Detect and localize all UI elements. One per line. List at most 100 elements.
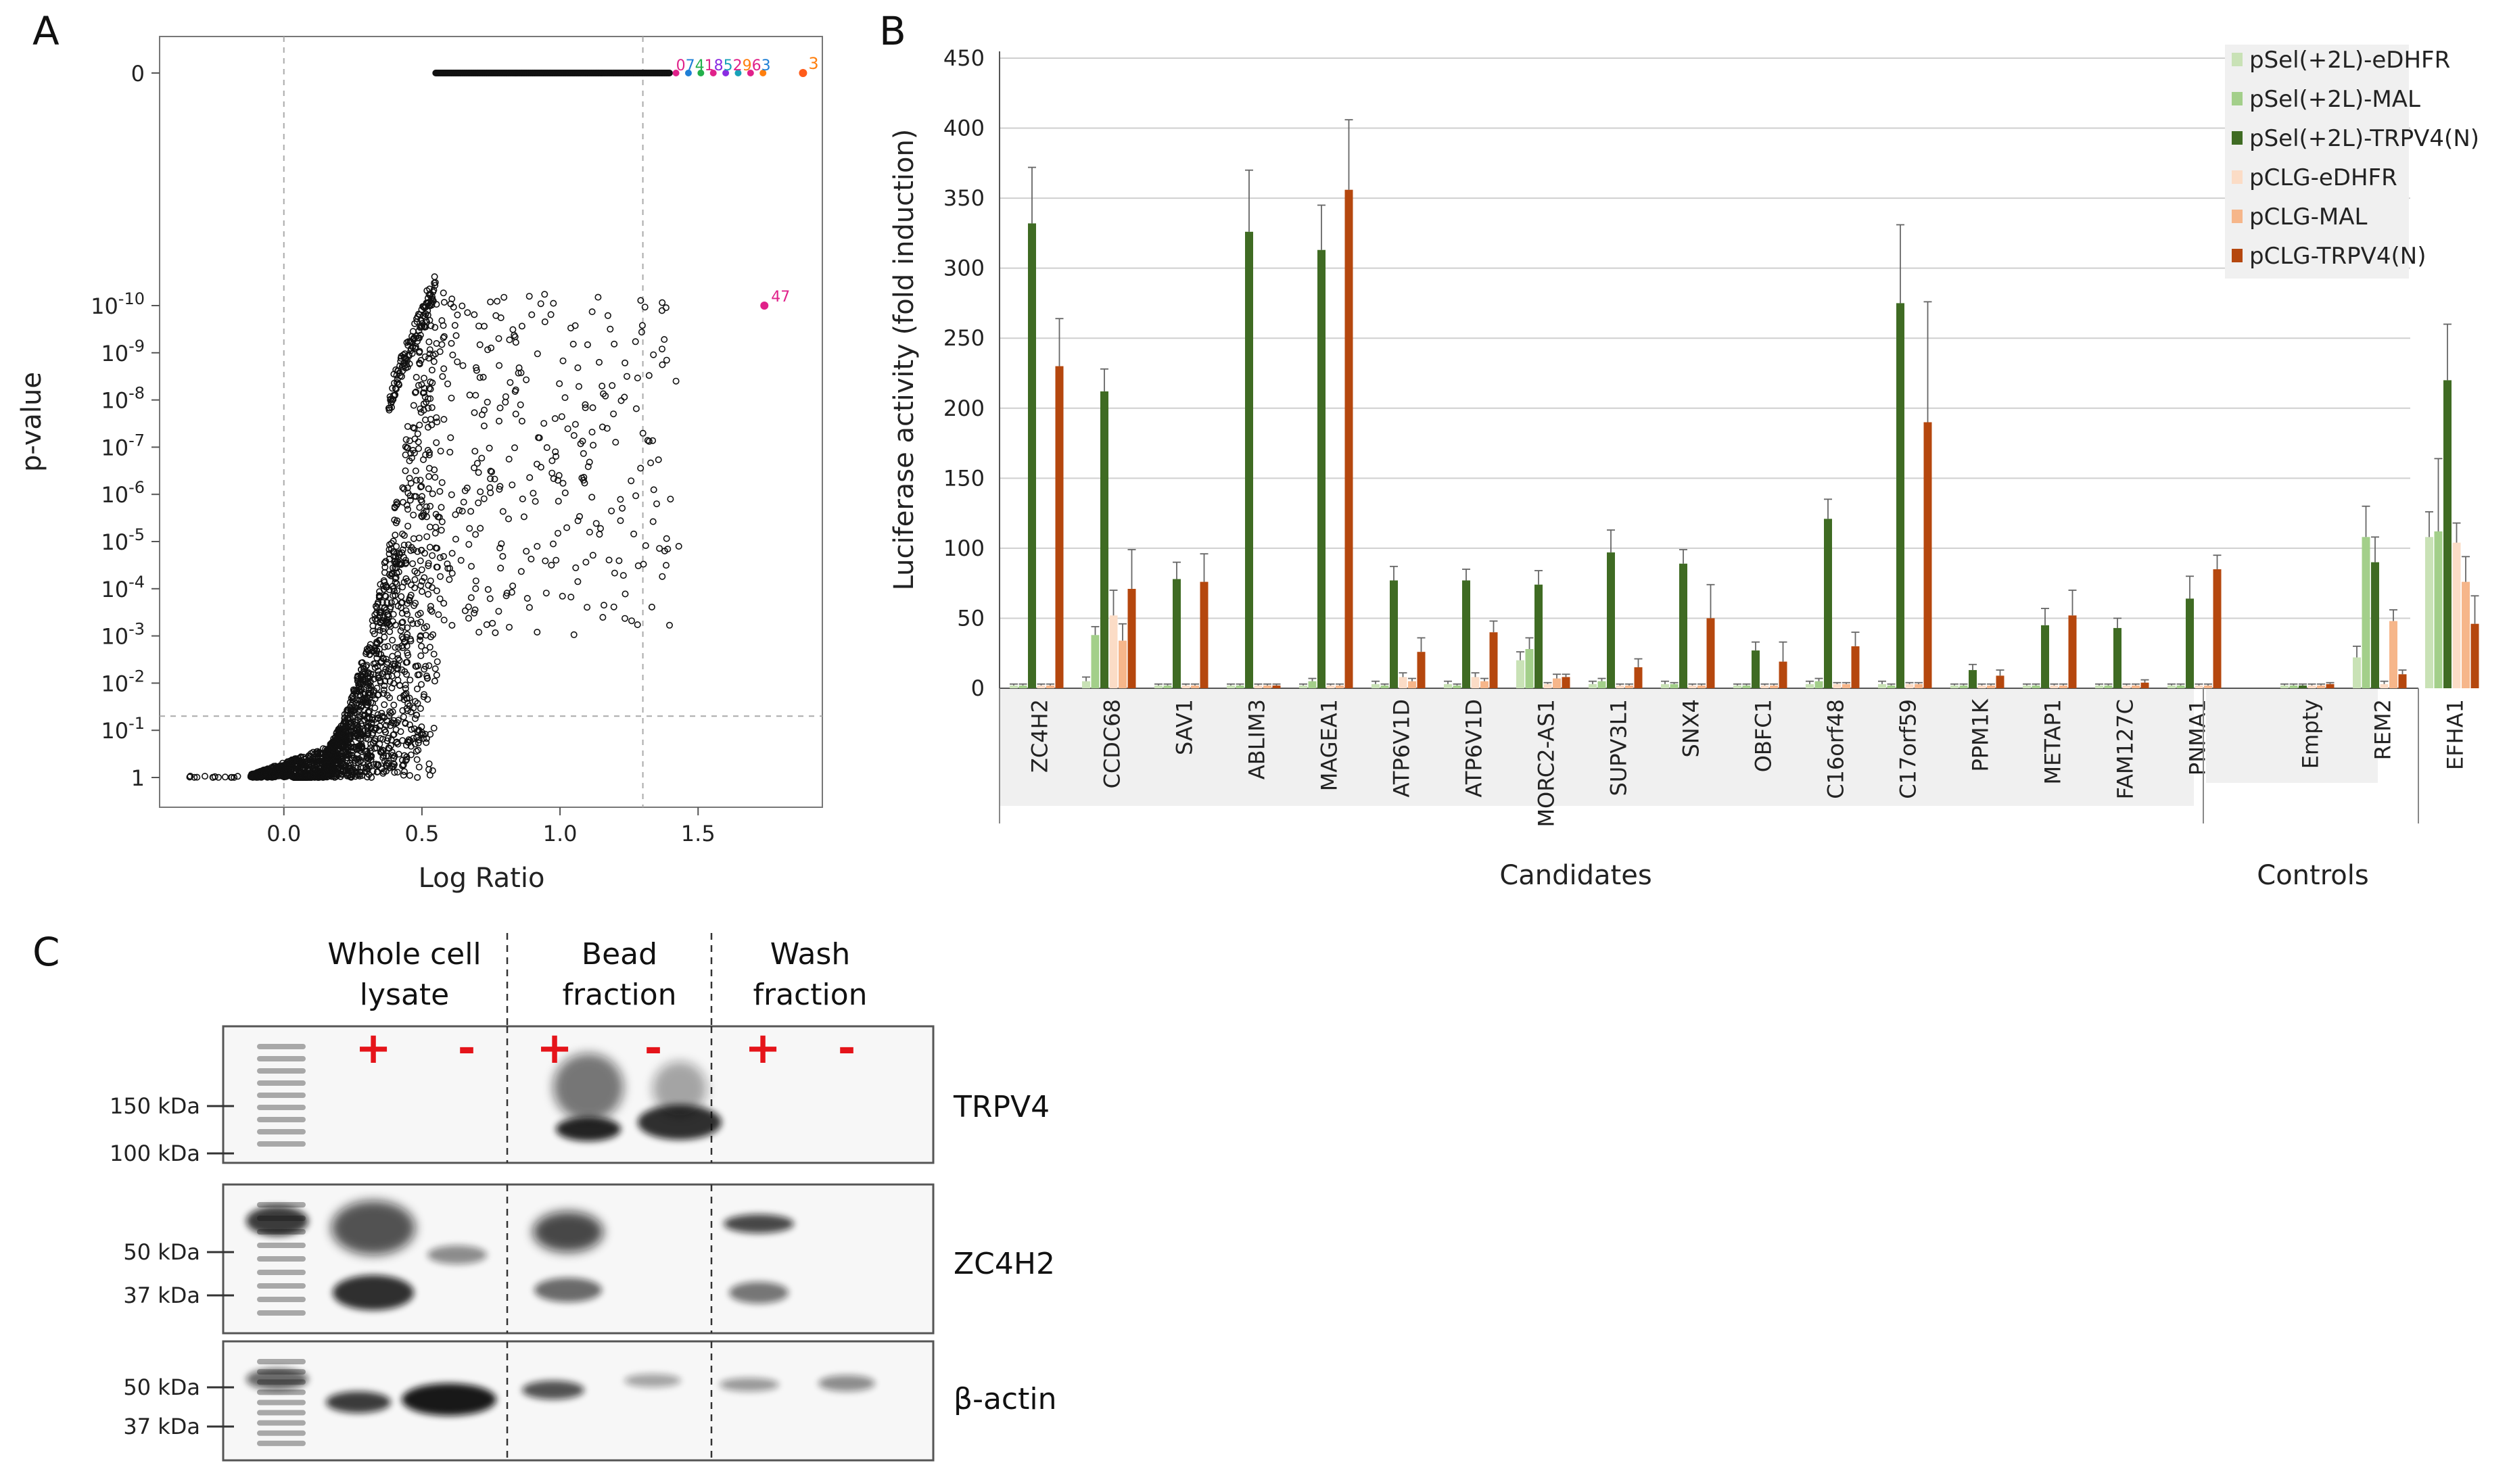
- scatter-point: [431, 273, 438, 281]
- scatter-point: [610, 410, 617, 418]
- y-tick-label: 400: [943, 116, 985, 141]
- scatter-point: [403, 671, 411, 678]
- scatter-point: [421, 730, 429, 738]
- scatter-point: [356, 682, 363, 690]
- scatter-point: [451, 322, 459, 329]
- scatter-point: [410, 511, 417, 519]
- scatter-point: [662, 562, 670, 569]
- scatter-point: [423, 533, 431, 540]
- scatter-point: [399, 707, 406, 715]
- scatter-point: [368, 752, 375, 760]
- scatter-point: [649, 518, 657, 525]
- scatter-point: [409, 560, 417, 567]
- scatter-point: [661, 336, 668, 343]
- ladder-band: [257, 1270, 306, 1275]
- scatter-point: [327, 743, 334, 750]
- scatter-point: [394, 740, 402, 748]
- scatter-point: [382, 666, 390, 673]
- scatter-point: [446, 576, 453, 583]
- scatter-point: [472, 531, 479, 538]
- scatter-point: [615, 557, 623, 565]
- molecular-weight-marker: 150 kDa: [110, 1093, 200, 1119]
- y-tick-label: 0: [131, 61, 145, 87]
- protein-band: [326, 1391, 391, 1413]
- scatter-point: [400, 768, 408, 775]
- bar: [2398, 674, 2407, 688]
- legend-label: pSel(+2L)-MAL: [2249, 86, 2420, 113]
- bar: [2462, 581, 2470, 688]
- y-axis-title: p-value: [16, 372, 47, 472]
- bar: [1878, 684, 1886, 688]
- protein-band: [534, 1278, 602, 1302]
- scatter-point: [492, 312, 500, 319]
- western-blot-images: 150 kDa 100 kDa TRPV4 50 kDa 37 kDa ZC4H2 50 k…: [110, 933, 1056, 1462]
- legend-background: [2225, 45, 2409, 279]
- scatter-point: [403, 756, 411, 763]
- y-tick-label: 10-4: [101, 573, 145, 602]
- scatter-point: [424, 423, 431, 431]
- scatter-point: [461, 607, 469, 615]
- bar: [1896, 303, 1904, 688]
- bar: [2186, 598, 2194, 688]
- scatter-point: [650, 351, 657, 358]
- scatter-point: [402, 685, 409, 692]
- ladder-band: [257, 1359, 306, 1364]
- scatter-point: [433, 414, 440, 421]
- scatter-point: [559, 479, 567, 487]
- bar: [1127, 589, 1136, 688]
- scatter-point: [559, 592, 566, 600]
- scatter-point: [381, 559, 388, 567]
- scatter-point: [433, 439, 440, 446]
- scatter-point: [277, 764, 284, 771]
- scatter-point: [414, 700, 421, 707]
- category-label: REM2: [2370, 699, 2396, 760]
- scatter-point: [459, 302, 466, 310]
- scatter-point: [417, 496, 425, 504]
- scatter-point: [337, 742, 345, 749]
- scatter-point: [584, 604, 591, 611]
- scatter-point: [413, 711, 421, 719]
- x-tick-label: 0.0: [266, 821, 301, 846]
- scatter-point: [548, 469, 556, 477]
- scatter-point: [356, 732, 363, 740]
- scatter-point: [425, 473, 433, 480]
- scatter-point: [599, 423, 606, 431]
- scatter-point: [284, 766, 291, 773]
- scatter-point: [621, 393, 628, 401]
- scatter-point: [486, 444, 493, 452]
- scatter-point: [391, 517, 398, 524]
- scatter-point: [427, 602, 434, 610]
- protein-band: [333, 1275, 414, 1310]
- highlighted-point: [697, 70, 705, 76]
- scatter-point: [502, 398, 509, 406]
- scatter-point: [430, 358, 438, 365]
- scatter-point: [337, 766, 345, 773]
- scatter-point: [402, 467, 409, 475]
- scatter-point: [491, 475, 498, 483]
- scatter-point: [376, 723, 383, 730]
- scatter-point: [402, 719, 409, 727]
- category-label: ATP6V1D: [1389, 699, 1415, 798]
- scatter-point: [449, 351, 456, 358]
- scatter-point: [268, 769, 275, 777]
- scatter-point: [387, 722, 394, 729]
- panel-b-letter: B: [879, 8, 906, 54]
- scatter-point: [530, 489, 537, 497]
- highlighted-point: [747, 70, 754, 76]
- scatter-point: [373, 684, 381, 692]
- bar: [1969, 670, 1977, 688]
- scatter-point: [467, 563, 475, 570]
- category-label: MORC2-AS1: [1534, 699, 1560, 828]
- scatter-point: [480, 422, 488, 429]
- scatter-point: [548, 561, 555, 569]
- protein-band: [533, 1212, 603, 1252]
- bar: [2023, 685, 2031, 688]
- scatter-point: [371, 615, 379, 623]
- bar: [1444, 684, 1452, 688]
- scatter-point: [352, 773, 359, 780]
- bar: [2195, 685, 2203, 688]
- scatter-point: [375, 592, 383, 599]
- scatter-point: [372, 736, 379, 743]
- scatter-point: [484, 346, 492, 354]
